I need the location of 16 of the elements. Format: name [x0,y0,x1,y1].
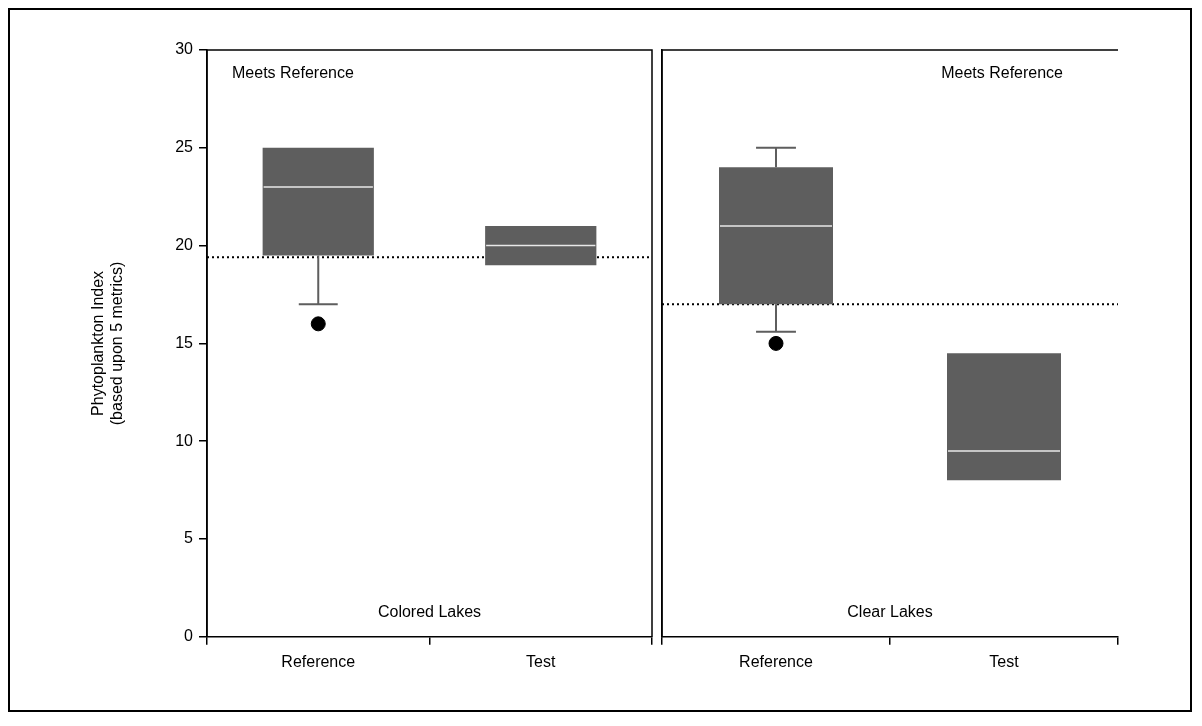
y-tick-label: 25 [175,138,194,156]
y-tick-label: 5 [184,529,194,547]
y-tick-label: 15 [175,333,194,351]
y-tick-label: 20 [175,236,194,254]
y-tick-label: 30 [175,40,194,58]
annotation: Colored Lakes [377,603,482,621]
x-tick-label: Reference [281,652,356,670]
y-tick-label: 0 [184,627,194,645]
x-tick-label: Test [989,652,1020,670]
x-tick-label: Reference [739,652,814,670]
annotation: Clear Lakes [847,603,933,621]
x-tick-label: Test [526,652,556,670]
annotation: Meets Reference [941,64,1064,82]
annotation: Meets Reference [232,64,354,82]
y-axis-title: Phytoplankton Index (based upon 5 metrics) [89,261,126,426]
y-tick-label: 10 [175,431,194,449]
